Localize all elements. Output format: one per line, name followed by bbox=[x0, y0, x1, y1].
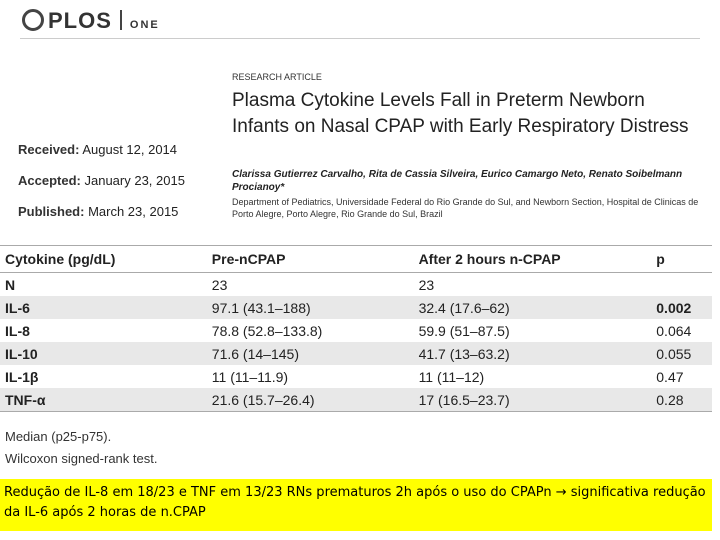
table-cell: TNF-α bbox=[0, 388, 207, 412]
table-cell: 71.6 (14–145) bbox=[206, 342, 414, 365]
table-cell: 11 (11–12) bbox=[418, 368, 485, 385]
date-line: Accepted: January 23, 2015 bbox=[18, 173, 185, 188]
date-value: January 23, 2015 bbox=[84, 173, 185, 188]
table-cell bbox=[651, 273, 712, 297]
table-cell: 23 bbox=[418, 276, 435, 293]
table-cell: 0.002 bbox=[651, 296, 712, 319]
logo-mark bbox=[22, 9, 44, 31]
column-header: Pre-nCPAP bbox=[206, 245, 414, 273]
table-row: N 23 23 bbox=[0, 273, 712, 297]
date-label: Received: bbox=[18, 142, 80, 157]
table-cell: 0.28 bbox=[651, 388, 712, 412]
logo-separator bbox=[119, 10, 122, 30]
date-label: Published: bbox=[18, 204, 85, 219]
table-cell: 0.47 bbox=[656, 368, 684, 385]
table-cell: IL-10 bbox=[0, 342, 207, 365]
affiliation: Department of Pediatrics, Universidade F… bbox=[232, 197, 699, 219]
date-label: Accepted: bbox=[18, 173, 81, 188]
table-cell: 41.7 (13–63.2) bbox=[413, 342, 652, 365]
date-line: Received: August 12, 2014 bbox=[18, 142, 177, 157]
table-row: IL-10 71.6 (14–145) 41.7 (13–63.2) 0.055 bbox=[0, 342, 712, 365]
authors: Clarissa Gutierrez Carvalho, Rita de Cas… bbox=[232, 169, 683, 193]
table-row: TNF-α 21.6 (15.7–26.4) 17 (16.5–23.7) 0.28 bbox=[0, 388, 712, 412]
table-cell: 17 (16.5–23.7) bbox=[413, 388, 652, 412]
table-cell: 78.8 (52.8–133.8) bbox=[211, 322, 323, 339]
table-cell: 11 (11–11.9) bbox=[211, 368, 289, 385]
footnote: Median (p25-p75). bbox=[5, 429, 112, 444]
table-cell: IL-8 bbox=[5, 322, 30, 339]
table-cell: 0.055 bbox=[651, 342, 712, 365]
table-cell: IL-6 bbox=[0, 296, 207, 319]
column-header: p bbox=[651, 245, 712, 273]
table-row: IL-6 97.1 (43.1–188) 32.4 (17.6–62) 0.002 bbox=[0, 296, 712, 319]
table-cell: 21.6 (15.7–26.4) bbox=[206, 388, 414, 412]
column-header: Cytokine (pg/dL) bbox=[0, 245, 207, 273]
table-cell: 0.064 bbox=[656, 322, 692, 339]
date-line: Published: March 23, 2015 bbox=[18, 204, 178, 219]
date-value: August 12, 2014 bbox=[82, 142, 178, 157]
footnote: Wilcoxon signed-rank test. bbox=[5, 451, 158, 466]
header-row: Cytokine (pg/dL) Pre-nCPAP After 2 hours n… bbox=[0, 245, 712, 273]
table-row: IL-1β 11 (11–11.9) 11 (11–12) 0.47 bbox=[0, 365, 712, 388]
table-cell: N bbox=[5, 276, 16, 293]
logo: PLOS ONE bbox=[22, 8, 160, 34]
article-type: RESEARCH ARTICLE bbox=[232, 72, 322, 82]
results-table: Cytokine (pg/dL) Pre-nCPAP After 2 hours n… bbox=[0, 245, 712, 412]
article-title: Plasma Cytokine Levels Fall in Preterm N… bbox=[232, 90, 689, 137]
caption: Redução de IL-8 em 18/23 e TNF em 13/23 … bbox=[0, 479, 712, 531]
table-row: IL-8 78.8 (52.8–133.8) 59.9 (51–87.5) 0.064 bbox=[0, 319, 712, 342]
journal-name: ONE bbox=[129, 19, 160, 31]
table-cell: 23 bbox=[211, 276, 228, 293]
column-header: After 2 hours n-CPAP bbox=[413, 245, 652, 273]
table-cell: 59.9 (51–87.5) bbox=[418, 322, 510, 339]
logo-text: PLOS bbox=[48, 8, 112, 33]
header-rule bbox=[20, 38, 700, 39]
table-cell: IL-1β bbox=[5, 368, 39, 385]
table-cell: 97.1 (43.1–188) bbox=[206, 296, 414, 319]
table-cell: 32.4 (17.6–62) bbox=[413, 296, 652, 319]
date-value: March 23, 2015 bbox=[88, 204, 179, 219]
